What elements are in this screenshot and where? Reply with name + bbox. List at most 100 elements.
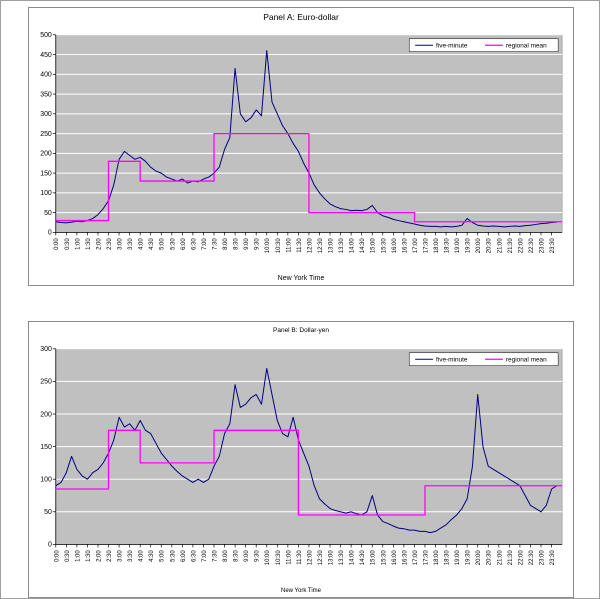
x-axis: 0:00 0:30 1:00 1:30 2:00 2:30 3:00 3:30 4:00 4:30… bbox=[54, 544, 556, 565]
svg-text:16:00: 16:00 bbox=[392, 550, 398, 566]
svg-text:17:00: 17:00 bbox=[413, 550, 419, 566]
svg-text:6:30: 6:30 bbox=[191, 238, 197, 250]
svg-text:50: 50 bbox=[44, 509, 52, 516]
svg-text:13:30: 13:30 bbox=[339, 238, 345, 254]
svg-text:1:30: 1:30 bbox=[86, 550, 92, 562]
svg-text:4:00: 4:00 bbox=[139, 550, 145, 562]
svg-text:19:00: 19:00 bbox=[455, 550, 461, 566]
svg-text:14:30: 14:30 bbox=[360, 550, 366, 566]
svg-text:0:30: 0:30 bbox=[65, 238, 71, 250]
svg-text:500: 500 bbox=[40, 32, 52, 39]
legend-label: regional mean bbox=[506, 43, 547, 50]
svg-text:15:30: 15:30 bbox=[381, 550, 387, 566]
svg-text:9:00: 9:00 bbox=[244, 238, 250, 250]
svg-text:22:30: 22:30 bbox=[529, 238, 535, 254]
series-five-minute-line bbox=[55, 50, 557, 228]
svg-text:7:30: 7:30 bbox=[212, 238, 218, 250]
svg-text:6:00: 6:00 bbox=[181, 238, 187, 250]
svg-text:16:30: 16:30 bbox=[402, 550, 408, 566]
panel-a-plot: 0 50 100 150 200 250 300 350 400 450 500 0:00 0:30 1:… bbox=[40, 32, 563, 254]
svg-text:19:00: 19:00 bbox=[455, 238, 461, 254]
svg-text:20:30: 20:30 bbox=[487, 550, 493, 566]
svg-text:8:00: 8:00 bbox=[223, 550, 229, 562]
svg-text:9:30: 9:30 bbox=[255, 238, 261, 250]
svg-text:16:00: 16:00 bbox=[392, 238, 398, 254]
svg-text:3:00: 3:00 bbox=[118, 238, 124, 250]
svg-text:0: 0 bbox=[48, 542, 52, 549]
svg-text:3:30: 3:30 bbox=[128, 550, 134, 562]
svg-text:11:30: 11:30 bbox=[297, 238, 303, 253]
svg-text:150: 150 bbox=[40, 170, 52, 177]
svg-text:22:00: 22:00 bbox=[518, 238, 524, 254]
svg-text:400: 400 bbox=[40, 72, 52, 79]
chart-title: Panel A: Euro-dollar bbox=[263, 12, 339, 22]
svg-text:2:30: 2:30 bbox=[107, 238, 113, 250]
svg-text:15:00: 15:00 bbox=[371, 238, 377, 254]
svg-text:21:00: 21:00 bbox=[497, 550, 503, 566]
svg-text:14:00: 14:00 bbox=[350, 550, 356, 566]
svg-text:12:00: 12:00 bbox=[307, 238, 313, 254]
series-five-minute-line bbox=[55, 367, 558, 534]
svg-text:20:30: 20:30 bbox=[487, 238, 493, 254]
svg-text:4:30: 4:30 bbox=[149, 550, 155, 562]
svg-text:8:00: 8:00 bbox=[223, 238, 229, 250]
legend: five-minute regional mean bbox=[408, 352, 559, 366]
svg-text:3:30: 3:30 bbox=[128, 238, 134, 250]
svg-text:14:30: 14:30 bbox=[360, 238, 366, 254]
svg-text:0: 0 bbox=[48, 230, 52, 237]
svg-text:17:30: 17:30 bbox=[423, 550, 429, 566]
svg-text:11:00: 11:00 bbox=[286, 238, 292, 253]
svg-text:5:00: 5:00 bbox=[160, 238, 166, 250]
svg-text:0:00: 0:00 bbox=[54, 550, 60, 562]
svg-text:0:00: 0:00 bbox=[54, 238, 60, 250]
svg-text:7:00: 7:00 bbox=[202, 238, 208, 250]
legend-label: five-minute bbox=[436, 357, 468, 364]
svg-text:17:30: 17:30 bbox=[423, 238, 429, 254]
svg-text:10:30: 10:30 bbox=[276, 238, 282, 254]
svg-text:17:00: 17:00 bbox=[413, 238, 419, 254]
svg-text:4:30: 4:30 bbox=[149, 238, 155, 250]
svg-text:20:00: 20:00 bbox=[476, 550, 482, 566]
svg-text:5:30: 5:30 bbox=[170, 238, 176, 250]
series-regional-mean-line bbox=[55, 429, 563, 516]
y-axis: 0 50 100 150 200 250 300 350 400 450 500 bbox=[40, 32, 56, 237]
svg-text:1:00: 1:00 bbox=[75, 238, 81, 250]
svg-text:7:30: 7:30 bbox=[212, 550, 218, 562]
svg-text:2:00: 2:00 bbox=[96, 238, 102, 250]
svg-text:21:00: 21:00 bbox=[497, 238, 503, 254]
svg-text:19:30: 19:30 bbox=[466, 550, 472, 566]
svg-text:11:00: 11:00 bbox=[286, 550, 292, 565]
svg-text:1:30: 1:30 bbox=[86, 238, 92, 250]
chart-title: Panel B: Dollar-yen bbox=[273, 327, 329, 334]
svg-text:450: 450 bbox=[40, 52, 52, 59]
svg-text:200: 200 bbox=[40, 151, 52, 158]
svg-text:50: 50 bbox=[44, 210, 52, 217]
svg-text:20:00: 20:00 bbox=[476, 238, 482, 254]
svg-text:2:00: 2:00 bbox=[96, 550, 102, 562]
svg-text:12:30: 12:30 bbox=[318, 238, 324, 254]
svg-text:18:00: 18:00 bbox=[434, 238, 440, 254]
svg-text:100: 100 bbox=[40, 476, 52, 483]
svg-text:4:00: 4:00 bbox=[139, 238, 145, 250]
legend: five-minute regional mean bbox=[408, 38, 559, 52]
svg-text:3:00: 3:00 bbox=[118, 550, 124, 562]
svg-text:2:30: 2:30 bbox=[107, 550, 113, 562]
svg-text:9:00: 9:00 bbox=[244, 550, 250, 562]
panel-a-euro-dollar: Panel A: Euro-dollar 0 50 100 150 200 250 300 3… bbox=[28, 7, 574, 286]
svg-text:12:00: 12:00 bbox=[307, 550, 313, 566]
svg-text:0:30: 0:30 bbox=[65, 550, 71, 562]
svg-text:10:00: 10:00 bbox=[265, 238, 271, 254]
svg-text:300: 300 bbox=[40, 346, 52, 353]
legend-label: regional mean bbox=[506, 357, 547, 364]
svg-text:21:30: 21:30 bbox=[508, 550, 514, 566]
svg-text:10:30: 10:30 bbox=[276, 550, 282, 566]
svg-text:14:00: 14:00 bbox=[350, 238, 356, 254]
svg-text:5:30: 5:30 bbox=[170, 550, 176, 562]
svg-text:5:00: 5:00 bbox=[160, 550, 166, 562]
svg-text:15:30: 15:30 bbox=[381, 238, 387, 254]
svg-text:18:30: 18:30 bbox=[445, 550, 451, 566]
panel-b-plot: 0 50 100 150 200 250 300 0:00 0:30 1:00 1:30 2:00 2:… bbox=[40, 346, 563, 565]
svg-text:9:30: 9:30 bbox=[255, 550, 261, 562]
svg-text:13:00: 13:00 bbox=[329, 238, 335, 254]
